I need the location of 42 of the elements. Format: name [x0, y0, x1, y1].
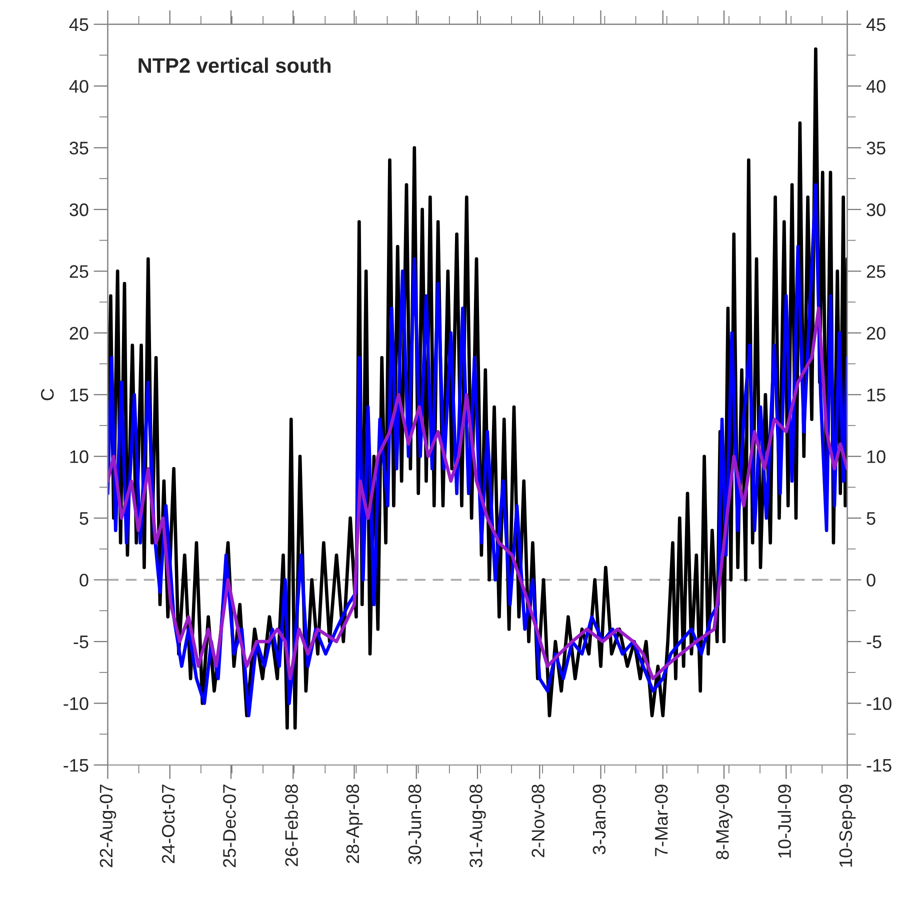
text: NTP2 vertical south — [138, 58, 331, 73]
y2-tick-label: 10 — [867, 450, 886, 464]
y-tick-label: 0 — [80, 574, 88, 587]
x-tick-label: 28-Apr-08 — [346, 784, 363, 864]
x-tick-label: 3-Jan-09 — [592, 784, 606, 854]
x-tick-label: 22-Aug-07 — [100, 784, 116, 868]
y2-tick-label: -10 — [866, 697, 892, 710]
y-tick-label: 5 — [80, 512, 88, 525]
y2-tick-label: 40 — [866, 80, 886, 93]
y2-tick-label: 45 — [866, 18, 886, 32]
y-tick-label: 35 — [70, 142, 88, 154]
y2-tick-label: 20 — [866, 326, 886, 340]
y-tick-label: 30 — [70, 203, 88, 216]
y-tick-label: 15 — [70, 388, 88, 402]
x-tick-label: 2-Nov-08 — [532, 784, 544, 858]
y-axis-title: C — [40, 388, 54, 400]
y-tick-label: -15 — [64, 759, 88, 772]
x-tick-label: 31-Aug-08 — [470, 784, 486, 868]
y2-tick-label: 0 — [866, 574, 876, 587]
y2-tick-label: 25 — [866, 265, 886, 278]
y2-tick-label: 30 — [866, 203, 886, 216]
y2-tick-label: 5 — [866, 512, 876, 525]
y-tick-label: 20 — [70, 326, 88, 340]
x-tick-label: 30-Jun-08 — [408, 784, 422, 864]
y-tick-label: 25 — [70, 265, 88, 278]
x-tick-label: 26-Feb-08 — [284, 784, 298, 866]
x-tick-label: 10-Sep-09 — [839, 784, 856, 867]
y2-tick-label: -5 — [866, 636, 882, 648]
y-tick-label: 10 — [70, 450, 88, 464]
y-tick-label: -5 — [74, 636, 88, 648]
y-tick-label: 45 — [69, 18, 88, 32]
x-tick-label: 10-Jul-09 — [778, 784, 791, 858]
y2-tick-label: 35 — [866, 142, 886, 154]
x-tick-label: 24-Oct-07 — [162, 784, 175, 864]
y-tick-label: -10 — [64, 697, 88, 710]
y-tick-label: 40 — [69, 80, 88, 93]
x-tick-label: 7-Mar-09 — [654, 784, 668, 856]
x-tick-label: 8-May-09 — [716, 784, 732, 860]
x-tick-label: 25-Dec-07 — [223, 784, 236, 868]
y2-tick-label: -15 — [866, 759, 892, 772]
line-series — [108, 306, 848, 680]
y2-tick-label: 15 — [867, 388, 886, 402]
